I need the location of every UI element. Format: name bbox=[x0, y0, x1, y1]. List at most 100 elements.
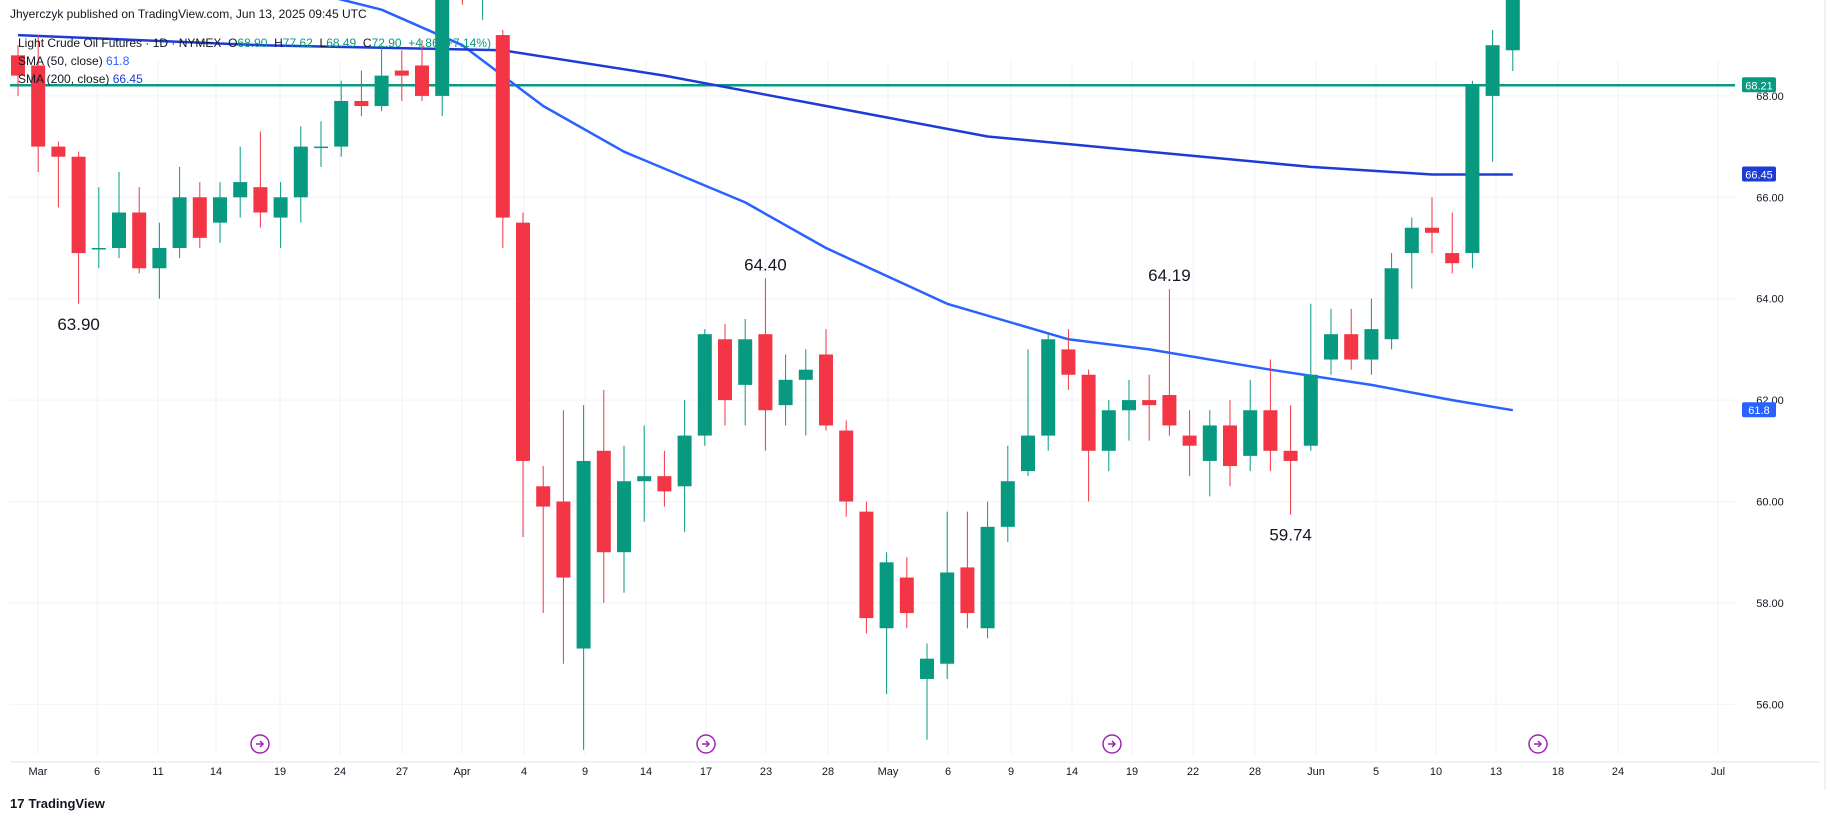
candle bbox=[1061, 329, 1076, 390]
x-tick-label: Jul bbox=[1711, 766, 1725, 778]
x-tick-label: 14 bbox=[640, 766, 652, 778]
candle bbox=[738, 318, 753, 426]
x-tick-label: 14 bbox=[1066, 766, 1078, 778]
price-annotation: 59.74 bbox=[1269, 526, 1312, 545]
low-label: L bbox=[319, 36, 327, 50]
event-marker-icon[interactable] bbox=[696, 734, 716, 754]
candle bbox=[415, 40, 429, 101]
candle bbox=[960, 511, 975, 629]
event-marker-icon[interactable] bbox=[1102, 734, 1122, 754]
candle bbox=[132, 187, 147, 274]
y-tick-label: 70.00 bbox=[1756, 0, 1784, 2]
candle-body bbox=[1384, 268, 1399, 340]
candle-body bbox=[556, 501, 571, 578]
candle-body bbox=[576, 460, 591, 649]
candle-body bbox=[1142, 400, 1157, 406]
candle bbox=[1445, 212, 1460, 274]
sma50-price-tag-bg bbox=[1742, 402, 1776, 418]
candle-body bbox=[1041, 339, 1056, 436]
x-tick-label: 27 bbox=[396, 766, 408, 778]
candle bbox=[920, 643, 934, 740]
candle-body bbox=[697, 334, 712, 436]
tradingview-footer[interactable]: 17 TradingView bbox=[10, 796, 105, 811]
x-tick-label: Mar bbox=[29, 766, 48, 778]
open-label: O bbox=[228, 36, 238, 50]
legend-sma50-row[interactable]: SMA (50, close) 61.8 bbox=[18, 52, 491, 70]
candle bbox=[940, 511, 955, 679]
event-marker-arrow bbox=[256, 740, 265, 748]
candle-body bbox=[536, 486, 551, 507]
candle-body bbox=[495, 35, 510, 218]
candle-body bbox=[91, 248, 106, 250]
candle-body bbox=[839, 430, 854, 502]
candle bbox=[354, 70, 369, 117]
candle bbox=[1425, 197, 1439, 254]
event-marker-arrow bbox=[702, 740, 711, 748]
candle bbox=[576, 405, 591, 750]
candle-body bbox=[1101, 410, 1116, 451]
candle-body bbox=[637, 476, 652, 482]
symbol-title[interactable]: Light Crude Oil Futures · 1D · NYMEX bbox=[18, 36, 222, 50]
candle bbox=[71, 151, 86, 304]
x-tick-label: 24 bbox=[1612, 766, 1624, 778]
candle-body bbox=[1081, 374, 1096, 451]
candle-body bbox=[1465, 85, 1480, 254]
x-tick-label: 28 bbox=[1249, 766, 1261, 778]
candle bbox=[596, 389, 611, 603]
tradingview-brand: TradingView bbox=[28, 796, 105, 811]
x-tick-label: Apr bbox=[453, 766, 470, 778]
candle bbox=[718, 324, 732, 426]
legend-sma200-row[interactable]: SMA (200, close) 66.45 bbox=[18, 70, 491, 88]
candle-body bbox=[1303, 374, 1318, 446]
candle-body bbox=[1202, 425, 1217, 461]
candle-body bbox=[778, 379, 793, 406]
candle-body bbox=[1324, 334, 1338, 360]
candle-body bbox=[11, 55, 25, 76]
candle bbox=[1505, 0, 1520, 72]
candle-body bbox=[152, 248, 167, 269]
candle bbox=[31, 35, 46, 172]
candle bbox=[1243, 379, 1258, 472]
candle bbox=[798, 349, 813, 436]
candle-body bbox=[334, 100, 349, 147]
event-marker-icon[interactable] bbox=[1528, 734, 1548, 754]
candle bbox=[899, 557, 914, 629]
candle-body bbox=[1021, 435, 1035, 472]
candle bbox=[91, 187, 106, 269]
candle-body bbox=[980, 526, 995, 629]
x-tick-label: 9 bbox=[582, 766, 588, 778]
event-marker-arrow bbox=[1108, 740, 1117, 748]
candle-body bbox=[172, 197, 187, 248]
candle bbox=[1162, 289, 1177, 436]
candle bbox=[374, 45, 389, 112]
low-value: 68.49 bbox=[326, 36, 357, 50]
x-tick-label: Jun bbox=[1307, 766, 1325, 778]
candle bbox=[556, 410, 571, 664]
candle bbox=[1303, 303, 1318, 451]
candle-body bbox=[394, 70, 409, 76]
level-price-tag: 68.21 bbox=[1745, 80, 1773, 92]
candle bbox=[1142, 374, 1157, 441]
candle bbox=[879, 552, 894, 695]
candle bbox=[495, 29, 510, 248]
candle-body bbox=[192, 197, 207, 238]
candle bbox=[677, 400, 692, 532]
x-tick-label: 18 bbox=[1552, 766, 1564, 778]
x-tick-label: 6 bbox=[945, 766, 951, 778]
candle-body bbox=[899, 577, 914, 614]
y-tick-label: 66.00 bbox=[1756, 192, 1784, 204]
candle-body bbox=[374, 75, 389, 107]
level-price-tag-bg bbox=[1742, 77, 1776, 93]
candle bbox=[1223, 400, 1237, 487]
sma50-price-tag: 61.8 bbox=[1748, 405, 1769, 417]
candle-body bbox=[354, 100, 369, 107]
event-marker-icon[interactable] bbox=[250, 734, 270, 754]
candle bbox=[1344, 308, 1359, 370]
candle bbox=[394, 50, 409, 101]
candle-body bbox=[132, 212, 147, 269]
y-tick-label: 58.00 bbox=[1756, 598, 1784, 610]
candle-body bbox=[657, 476, 672, 492]
candle bbox=[1101, 400, 1116, 472]
candle-body bbox=[314, 146, 328, 149]
